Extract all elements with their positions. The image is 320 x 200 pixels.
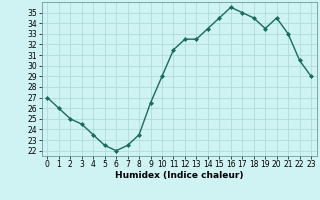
X-axis label: Humidex (Indice chaleur): Humidex (Indice chaleur): [115, 171, 244, 180]
